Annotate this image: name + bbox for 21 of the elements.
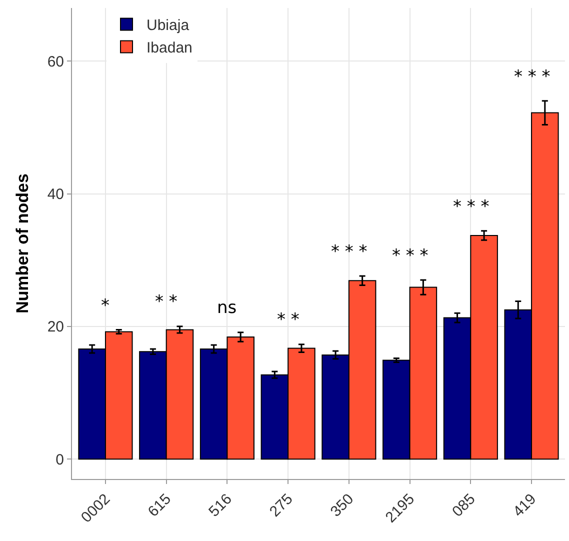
annotation: * * * bbox=[453, 197, 490, 217]
y-tick-label: 20 bbox=[47, 318, 64, 336]
y-tick-label: 40 bbox=[47, 186, 64, 203]
y-axis-title: Number of nodes bbox=[13, 174, 32, 314]
annotation: ns bbox=[217, 298, 237, 318]
x-tick-label: 516 bbox=[206, 490, 236, 520]
x-tick-label: 419 bbox=[510, 490, 540, 520]
x-tick-label: 275 bbox=[266, 490, 296, 520]
x-tick-label: 085 bbox=[449, 490, 479, 520]
x-tick-label: 615 bbox=[144, 490, 174, 520]
legend-label: Ibadan bbox=[146, 40, 192, 57]
annotation: * * * bbox=[514, 67, 550, 87]
y-tick-label: 60 bbox=[47, 53, 64, 70]
y-tick-label: 0 bbox=[56, 451, 64, 468]
annotation: * * * bbox=[392, 246, 428, 266]
x-tick-label: 350 bbox=[327, 490, 358, 520]
legend-label: Ubiaja bbox=[146, 17, 190, 34]
annotation: * * bbox=[277, 310, 300, 330]
annotation: * * bbox=[155, 292, 178, 312]
annotation: * * * bbox=[331, 242, 368, 262]
annotation: * bbox=[101, 296, 110, 316]
